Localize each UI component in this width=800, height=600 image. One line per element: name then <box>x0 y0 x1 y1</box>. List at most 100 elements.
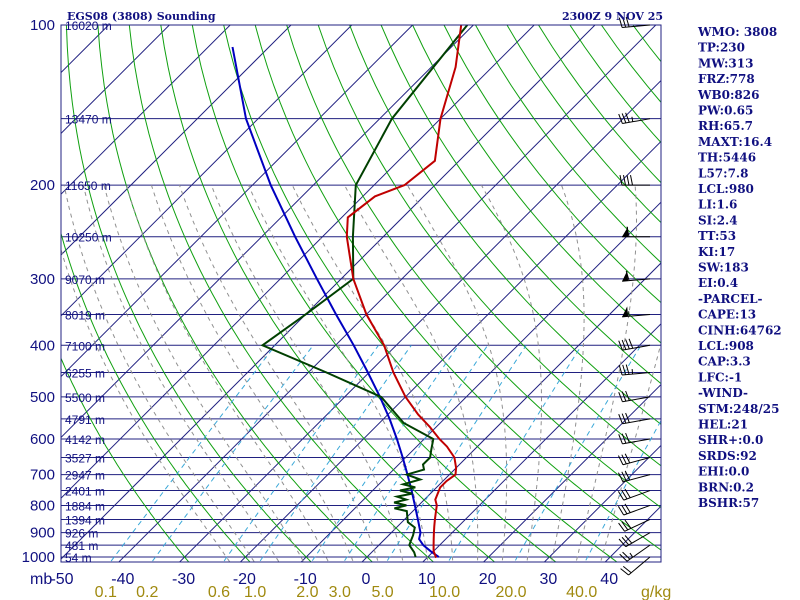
mixing-ratio-line <box>385 345 527 562</box>
height-label: 54 m <box>65 551 92 565</box>
wind-barb-half-flag <box>631 116 634 122</box>
isotherm-line <box>61 25 292 256</box>
wind-barb <box>618 432 651 445</box>
index-entry: EHI:0.0 <box>698 465 749 479</box>
index-entry: WB0:826 <box>697 88 759 102</box>
pressure-tick-label: 1000 <box>22 549 55 566</box>
mixing-ratio-tick-label: 0.1 <box>95 584 117 600</box>
dry-adiabat-line <box>569 25 661 144</box>
index-entry: SRDS:92 <box>698 449 757 463</box>
wind-barb-pennant <box>622 306 629 317</box>
dry-adiabat-line <box>128 25 435 562</box>
index-entry: CINH:64762 <box>698 323 782 337</box>
wind-barb-flag <box>625 339 630 350</box>
dry-adiabat-line <box>600 25 661 104</box>
wind-barb-pennant <box>622 226 628 237</box>
moist-adiabat-line <box>480 184 542 562</box>
wind-barb-flag <box>625 112 630 123</box>
pressure-unit-label: mb <box>30 571 52 588</box>
wind-barb <box>618 412 651 425</box>
wind-barb-flag <box>628 338 634 349</box>
wind-barb <box>618 390 651 403</box>
height-label: 4791 m <box>65 413 105 427</box>
index-entry: WMO: 3808 <box>697 25 777 39</box>
pressure-tick-label: 800 <box>30 497 55 514</box>
wind-barb-flag <box>621 521 629 531</box>
wind-barb <box>618 112 651 125</box>
dry-adiabat-line <box>61 357 190 562</box>
pressure-tick-label: 400 <box>30 337 55 354</box>
index-entry: MAXT:16.4 <box>698 135 772 149</box>
wind-barb-staff <box>626 544 651 562</box>
index-entry: L57:7.8 <box>698 166 748 180</box>
moist-adiabat-line <box>406 184 508 562</box>
wind-barb-flag <box>621 536 630 546</box>
moist-adiabat-line <box>103 184 305 562</box>
height-label: 16020 m <box>65 19 112 33</box>
wind-barb-staff <box>622 474 651 483</box>
index-entry: STM:248/25 <box>698 402 779 416</box>
height-label: 3527 m <box>65 451 105 465</box>
wind-barb <box>617 470 651 483</box>
height-label: 2401 m <box>65 485 105 499</box>
dry-adiabat-line <box>412 25 661 344</box>
wind-barb <box>617 488 651 501</box>
wind-barb-flag <box>624 503 631 513</box>
wind-barb-flag <box>630 175 633 186</box>
wind-barb-flag <box>619 553 628 562</box>
isotherm-line <box>178 79 661 562</box>
wind-barb-flag <box>618 340 623 351</box>
dry-adiabat-line <box>65 25 312 562</box>
index-entry: FRZ:778 <box>698 72 755 86</box>
wind-barb-staff <box>622 396 651 403</box>
dry-adiabat-line <box>191 25 557 562</box>
wind-barb-flag <box>625 390 630 401</box>
temperature-tick-label: -20 <box>233 571 256 588</box>
index-entry: CAPE:13 <box>698 308 756 322</box>
wind-barb-flag <box>621 489 628 500</box>
background-grid <box>61 25 661 562</box>
wind-barb-flag <box>624 535 633 544</box>
index-entry: SI:2.4 <box>698 213 738 227</box>
isotherm-line <box>361 262 661 562</box>
mixing-ratio-tick-label: 40.0 <box>566 584 597 600</box>
wind-barb-flag <box>626 175 630 186</box>
mixing-ratio-tick-label: 3.0 <box>329 584 351 600</box>
pressure-tick-label: 900 <box>30 525 55 542</box>
temperature-tick-label: 20 <box>479 571 497 588</box>
dry-adiabat-line <box>317 25 661 467</box>
height-label: 1394 m <box>65 513 105 527</box>
moist-adiabat-line <box>551 184 585 562</box>
wind-barb-flag <box>621 454 627 465</box>
isotherm-line <box>61 25 414 378</box>
wind-barb-flag <box>625 16 630 27</box>
wind-barb-flag <box>624 453 631 464</box>
wind-barb-staff <box>622 372 651 376</box>
height-label: 1884 m <box>65 499 105 513</box>
moist-adiabat-line <box>210 184 404 562</box>
wind-barb-flag <box>622 551 631 560</box>
chart-title: EGS08 (3808) Sounding <box>67 10 216 23</box>
index-entry: MW:313 <box>698 56 753 70</box>
wind-barb <box>618 338 651 351</box>
pressure-tick-label: 700 <box>30 467 55 484</box>
wind-barb-flag <box>618 434 623 445</box>
moist-adiabat-line <box>178 184 379 562</box>
wind-barb-flag <box>618 414 623 424</box>
pressure-tick-label: 300 <box>30 271 55 288</box>
index-entry: LCL:908 <box>698 339 754 353</box>
mixing-ratio-line <box>222 345 379 562</box>
wind-barb-flag <box>623 175 626 186</box>
isotherm-line <box>61 25 171 135</box>
isotherm-line <box>61 25 535 499</box>
dry-adiabat-line <box>380 25 661 385</box>
wind-barb-flag <box>619 175 623 186</box>
height-label: 11650 m <box>65 179 111 193</box>
isotherm-line <box>61 25 475 439</box>
parcel-trace <box>231 46 440 558</box>
index-entry: HEL:21 <box>698 418 748 432</box>
dry-adiabat-line <box>286 25 661 509</box>
wind-barb-flag <box>625 364 630 375</box>
moist-adiabat-line <box>291 184 454 562</box>
